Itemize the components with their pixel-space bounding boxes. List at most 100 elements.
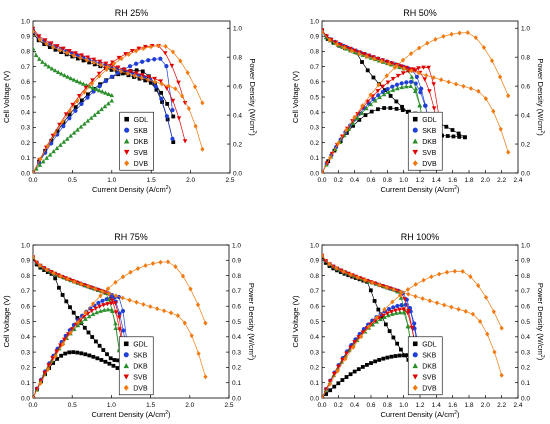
legend-marker	[412, 374, 418, 380]
power-point	[113, 321, 118, 326]
voltage-point	[93, 86, 99, 91]
voltage-point	[368, 288, 373, 293]
voltage-point	[159, 96, 164, 101]
power-point	[38, 380, 43, 386]
power-point	[105, 302, 110, 307]
power-point	[409, 325, 415, 330]
voltage-point	[146, 75, 151, 80]
power-point	[83, 352, 88, 357]
power-point	[143, 44, 148, 50]
voltage-point	[492, 349, 497, 355]
power-point	[372, 98, 378, 103]
power-point	[417, 45, 422, 51]
y2-tick-label: 0.6	[521, 83, 530, 90]
y-tick-label: 0.0	[21, 170, 30, 177]
voltage-point	[161, 308, 167, 314]
y-tick-label: 0.1	[21, 155, 30, 162]
series-svb	[322, 28, 442, 173]
power-point	[376, 107, 380, 112]
data-layer	[33, 26, 205, 173]
legend-label: DVB	[422, 385, 437, 392]
x-tick-label: 1.0	[399, 402, 408, 409]
power-point	[377, 94, 382, 100]
power-point	[357, 117, 362, 122]
power-point	[360, 103, 365, 109]
voltage-point	[406, 291, 411, 297]
voltage-point	[384, 284, 389, 290]
voltage-point	[427, 298, 432, 304]
voltage-point	[506, 149, 511, 155]
x-tick-label: 0.6	[366, 402, 375, 409]
voltage-point	[170, 98, 176, 103]
power-point	[322, 395, 325, 398]
power-point	[75, 319, 81, 325]
x-axis-label: Current Density (A/cm2)	[91, 410, 171, 419]
y-tick-label: 0.6	[21, 79, 30, 86]
y-tick-label: 0.9	[310, 258, 319, 265]
voltage-point	[406, 308, 411, 314]
y-tick-label: 0.2	[310, 365, 319, 372]
voltage-point	[108, 356, 113, 361]
voltage-point	[323, 259, 329, 264]
power-point	[449, 31, 454, 37]
power-point	[170, 108, 175, 113]
power-point	[376, 82, 381, 88]
voltage-point	[64, 299, 69, 304]
power-point	[395, 73, 401, 79]
power-point	[64, 136, 70, 141]
power-point	[389, 354, 394, 359]
y-tick-label: 0.3	[21, 125, 30, 132]
y-tick-label: 0.9	[21, 258, 30, 265]
y2-tick-label: 0.2	[233, 141, 242, 148]
voltage-point	[79, 281, 84, 287]
voltage-point	[134, 299, 139, 305]
voltage-point	[64, 50, 69, 56]
power-point	[159, 90, 163, 95]
power-point	[394, 82, 400, 87]
x-axis-label: Current Density (A/cm2)	[380, 410, 460, 419]
power-point	[380, 84, 386, 89]
power-point	[51, 361, 56, 365]
power-point	[101, 303, 106, 308]
y-tick-label: 1.0	[21, 18, 30, 25]
voltage-point	[87, 60, 92, 65]
voltage-point	[75, 316, 80, 320]
y2-tick-label: 0.0	[521, 395, 530, 402]
voltage-point	[105, 352, 109, 357]
voltage-point	[134, 71, 139, 76]
voltage-point	[127, 297, 132, 303]
power-point	[113, 301, 118, 306]
power-point	[75, 127, 80, 132]
voltage-point	[116, 358, 121, 363]
power-point	[369, 109, 374, 114]
voltage-point	[402, 297, 407, 302]
power-point	[38, 156, 43, 162]
power-point	[92, 112, 97, 117]
voltage-point	[52, 68, 58, 73]
voltage-point	[347, 46, 353, 51]
voltage-point	[322, 29, 325, 35]
x-tick-label: 0.0	[317, 177, 326, 184]
power-point	[336, 140, 341, 146]
x-tick-label: 0.8	[383, 177, 392, 184]
power-point	[178, 58, 183, 64]
power-point	[192, 84, 198, 90]
voltage-point	[93, 286, 98, 292]
voltage-point	[98, 62, 103, 68]
y2-tick-label: 0.8	[232, 273, 241, 280]
voltage-point	[90, 335, 95, 339]
voltage-point	[445, 134, 450, 138]
power-point	[105, 307, 111, 312]
voltage-point	[376, 307, 381, 312]
power-point	[163, 43, 168, 49]
y-tick-label: 0.7	[21, 64, 30, 71]
y-tick-label: 0.0	[21, 395, 30, 402]
voltage-point	[357, 51, 362, 57]
power-point	[165, 101, 170, 106]
x-tick-label: 2.0	[186, 177, 195, 184]
voltage-point	[37, 37, 42, 43]
power-point	[324, 392, 328, 396]
power-point	[60, 119, 65, 125]
power-point	[382, 306, 387, 312]
voltage-point	[33, 52, 39, 58]
